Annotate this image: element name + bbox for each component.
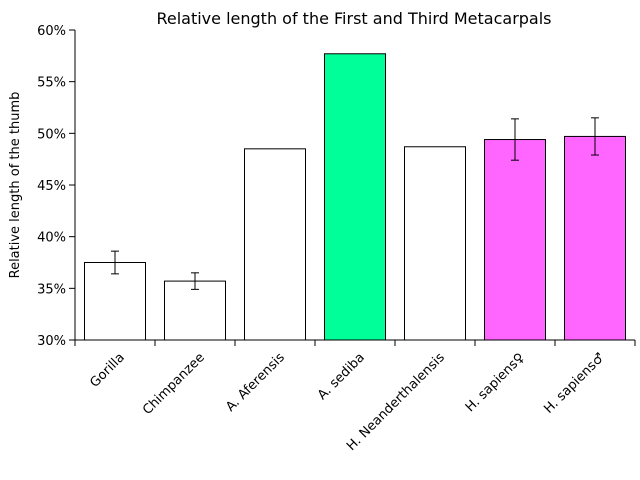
y-tick-label: 55% — [37, 76, 66, 91]
bars — [84, 53, 626, 341]
error-bar — [111, 250, 119, 275]
error-bar — [511, 118, 519, 161]
category-label: H. sapiens♂ — [541, 350, 608, 417]
y-tick-label: 45% — [37, 179, 66, 194]
category-label: A. Aferensis — [223, 350, 288, 415]
error-bar — [191, 272, 199, 290]
bar — [244, 148, 306, 341]
y-axis-label: Relative length of the thumb — [8, 92, 23, 279]
y-tick-label: 30% — [37, 334, 66, 349]
error-bars — [111, 117, 599, 290]
category-label: H. sapiens♀ — [463, 350, 528, 415]
y-tick-label: 35% — [37, 282, 66, 297]
category-label: A. sediba — [315, 350, 368, 403]
chart-title: Relative length of the First and Third M… — [156, 9, 551, 28]
bar — [164, 280, 226, 341]
bar — [564, 135, 626, 341]
y-tick-label: 60% — [37, 24, 66, 39]
x-axis-ticks — [74, 340, 636, 346]
category-labels: Gorilla Chimpanzee A. Aferensis A. sediba H.… — [87, 350, 607, 454]
error-bar — [591, 117, 599, 156]
y-axis-ticks: 30% 35% 40% 45% 50% 55% 60% — [37, 24, 75, 349]
y-tick-label: 50% — [37, 127, 66, 142]
category-label: Gorilla — [87, 350, 127, 390]
y-tick-label: 40% — [37, 231, 66, 246]
category-label: Chimpanzee — [140, 350, 208, 418]
bar — [484, 139, 546, 341]
bar — [324, 53, 386, 341]
bar — [404, 146, 466, 341]
